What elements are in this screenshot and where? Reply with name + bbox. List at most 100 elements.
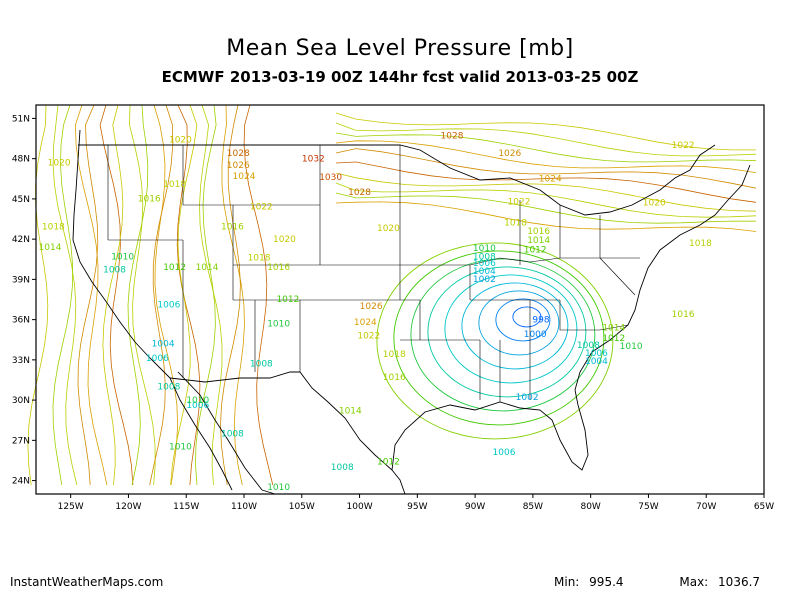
lon-tick-label: 110W — [231, 502, 257, 512]
isobar-value-label: 1016 — [527, 227, 550, 237]
isobar-value-label: 1020 — [643, 199, 666, 209]
isobar-line — [129, 104, 156, 486]
isobar-line — [335, 201, 757, 232]
isobar-value-label: 1010 — [169, 443, 192, 453]
isobar-value-label: 1024 — [354, 318, 377, 328]
isobar-value-label: 1018 — [163, 180, 186, 190]
isobar-value-label: 1028 — [348, 188, 371, 198]
isobar-value-label: 1018 — [383, 350, 406, 360]
isobar-ring — [478, 290, 560, 356]
isobar-value-label: 1000 — [524, 330, 547, 340]
max-value: 1036.7 — [718, 575, 761, 589]
isobar-value-label: 1030 — [319, 173, 342, 183]
isobar-value-label: 1016 — [672, 310, 695, 320]
isobar-value-label: 1012 — [276, 295, 299, 305]
isobar-value-label: 1024 — [539, 174, 562, 184]
isobar-value-label: 1008 — [577, 341, 600, 351]
isobar-value-label: 1012 — [163, 263, 186, 273]
isobar-line — [243, 104, 274, 486]
lat-tick-label: 36N — [12, 316, 30, 326]
isobar-line — [335, 161, 757, 203]
isobar-value-label: 1020 — [169, 136, 192, 146]
isobar-value-label: 1024 — [233, 172, 256, 182]
isobar-value-label: 1010 — [186, 396, 209, 406]
isobar-value-label: 1008 — [157, 382, 180, 392]
gulf-california — [177, 371, 263, 491]
chart-title: Mean Sea Level Pressure [mb] — [226, 36, 574, 61]
isobar-value-label: 1006 — [146, 354, 169, 364]
lat-tick-label: 39N — [12, 275, 30, 285]
isobar-ring — [512, 306, 542, 328]
lat-tick-label: 42N — [12, 235, 30, 245]
isobar-ring — [444, 274, 578, 384]
isobar-line — [149, 104, 174, 486]
isobar-value-label: 1020 — [273, 235, 296, 245]
lon-tick-label: 105W — [289, 502, 315, 512]
lat-tick-label: 33N — [12, 356, 30, 366]
isobar-value-label: 1016 — [221, 223, 244, 233]
isobar-line — [335, 122, 757, 157]
baja-coastline — [169, 377, 233, 491]
isobar-value-label: 1026 — [498, 149, 521, 159]
isobar-value-label: 1004 — [585, 357, 608, 367]
isobar-line — [335, 182, 757, 218]
lon-tick-label: 95W — [407, 502, 427, 512]
isobar-value-label: 1032 — [302, 154, 325, 164]
isobar-value-label: 1012 — [602, 334, 625, 344]
isobar-value-label: 1010 — [473, 244, 496, 254]
west-coastline — [72, 129, 171, 379]
isobar-value-label: 1004 — [152, 339, 175, 349]
isobar-value-label: 1008 — [103, 266, 126, 276]
lon-tick-label: 120W — [115, 502, 141, 512]
isobar-value-label: 1008 — [331, 463, 354, 473]
isobar-value-label: 1010 — [267, 483, 290, 493]
isobar-line — [335, 172, 757, 212]
isobar-line — [99, 104, 134, 486]
lon-tick-label: 65W — [754, 502, 774, 512]
isobar-value-label: 1018 — [248, 254, 271, 264]
isobar-value-label: 1018 — [504, 219, 527, 229]
isobar-value-label: 1006 — [585, 349, 608, 359]
isobar-value-label: 1014 — [527, 236, 550, 246]
isobar-value-label: 1004 — [473, 267, 496, 277]
isobar-value-label: 1016 — [383, 373, 406, 383]
isobar-value-label: 1022 — [672, 141, 695, 151]
isobar-line — [335, 192, 757, 224]
isobar-line — [335, 112, 756, 151]
isobar-line — [77, 104, 99, 486]
lon-tick-label: 70W — [696, 502, 716, 512]
isobar-line — [127, 104, 149, 486]
isobar-value-label: 1014 — [339, 407, 362, 417]
gulf-coastline — [391, 389, 589, 471]
max-label: Max: — [679, 575, 709, 589]
min-value: 995.4 — [589, 575, 624, 589]
lon-tick-label: 125W — [58, 502, 84, 512]
isobar-value-label: 1008 — [473, 252, 496, 262]
isobar-line — [221, 104, 245, 486]
isobar-line — [153, 104, 179, 486]
isobar-ring — [410, 258, 596, 412]
lat-tick-label: 45N — [12, 195, 30, 205]
east-coastline — [574, 164, 751, 391]
isobar-value-label: 1002 — [516, 393, 539, 403]
isobar-line — [220, 104, 241, 486]
isobar-value-label: 1010 — [267, 319, 290, 329]
lon-tick-label: 85W — [523, 502, 543, 512]
us-mexico-border — [169, 371, 393, 471]
isobar-line — [170, 104, 198, 486]
lat-tick-label: 30N — [12, 396, 30, 406]
min-max-readout: Min: 995.4 Max: 1036.7 — [554, 575, 760, 589]
isobar-ring — [376, 242, 614, 440]
canada-border — [78, 144, 716, 216]
isobar-ring — [427, 266, 587, 398]
isobar-value-label: 1022 — [508, 197, 531, 207]
isobar-value-label: 1010 — [111, 252, 134, 262]
isobar-value-label: 1006 — [493, 448, 516, 458]
isobar-value-label: 1012 — [377, 457, 400, 467]
isobar-value-label: 1014 — [196, 263, 219, 273]
isobar-value-label: 1016 — [267, 263, 290, 273]
isobar-value-label: 1018 — [42, 223, 65, 233]
isobar-value-label: 1014 — [39, 243, 62, 253]
isobar-value-label: 1020 — [377, 224, 400, 234]
isobar-ring — [393, 250, 605, 426]
